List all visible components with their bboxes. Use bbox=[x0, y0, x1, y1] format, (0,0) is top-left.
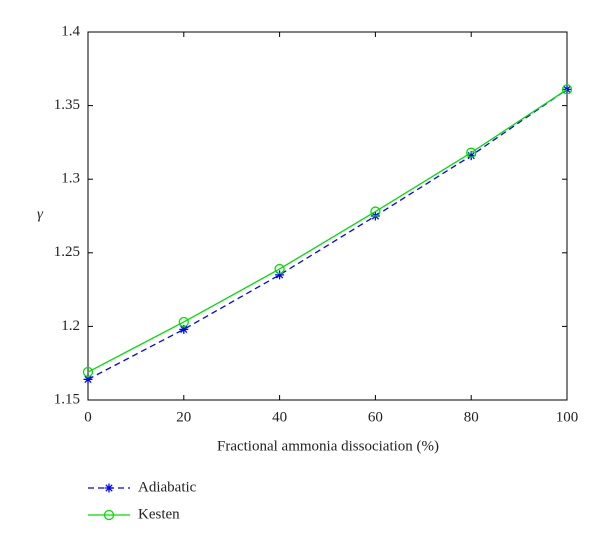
legend-marker bbox=[103, 509, 115, 521]
x-axis-label: Fractional ammonia dissociation (%) bbox=[217, 438, 439, 454]
y-tick-label: 1.35 bbox=[54, 97, 80, 113]
data-point bbox=[466, 151, 476, 161]
plot-frame bbox=[87, 31, 568, 401]
x-tick-label: 60 bbox=[368, 409, 383, 425]
x-tick-label: 100 bbox=[556, 409, 579, 425]
x-tick-label: 80 bbox=[464, 409, 479, 425]
data-point bbox=[82, 366, 94, 378]
y-tick-label: 1.25 bbox=[54, 244, 80, 260]
data-point bbox=[83, 374, 93, 384]
y-axis-label: γ bbox=[37, 206, 44, 222]
legend-label: Adiabatic bbox=[138, 479, 197, 495]
data-point bbox=[179, 324, 189, 334]
data-point bbox=[370, 206, 381, 217]
series-line bbox=[87, 88, 568, 373]
x-tick-label: 0 bbox=[84, 409, 92, 425]
y-tick-label: 1.2 bbox=[61, 318, 80, 334]
legend-marker bbox=[104, 483, 114, 493]
x-tick-label: 20 bbox=[176, 409, 191, 425]
y-tick-label: 1.15 bbox=[54, 391, 80, 407]
data-point bbox=[561, 84, 573, 95]
data-point bbox=[275, 270, 285, 280]
series-line bbox=[87, 88, 568, 380]
data-point bbox=[466, 147, 477, 158]
y-tick-label: 1.4 bbox=[61, 23, 80, 39]
data-point bbox=[274, 263, 285, 275]
y-tick-label: 1.3 bbox=[61, 171, 80, 187]
x-tick-label: 40 bbox=[272, 409, 287, 425]
data-point bbox=[178, 316, 189, 328]
legend-label: Kesten bbox=[138, 506, 180, 522]
